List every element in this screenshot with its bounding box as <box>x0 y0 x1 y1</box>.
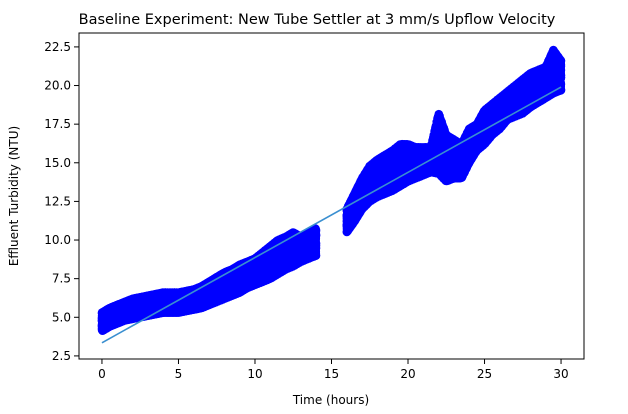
chart-title: Baseline Experiment: New Tube Settler at… <box>79 12 556 28</box>
data-points <box>97 45 566 336</box>
